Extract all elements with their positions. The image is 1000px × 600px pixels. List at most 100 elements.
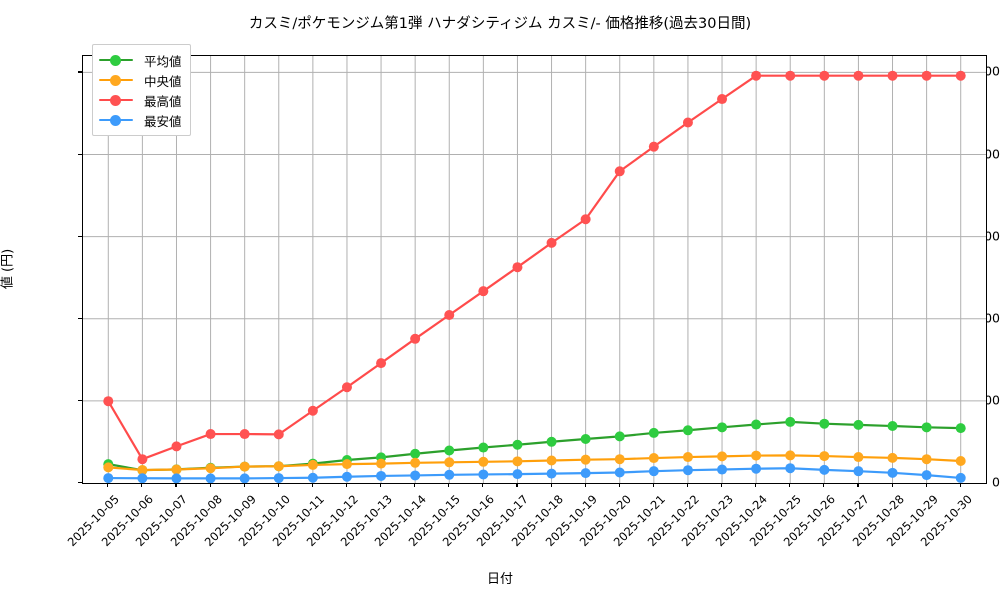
legend-label: 平均値	[144, 53, 182, 69]
data-point	[376, 470, 387, 481]
data-point	[376, 358, 387, 369]
y-axis-label: 値 (円)	[0, 248, 16, 290]
data-point	[341, 382, 352, 393]
data-point	[648, 466, 659, 477]
legend-item-0[interactable]: 平均値	[99, 50, 182, 70]
data-point	[717, 464, 728, 475]
data-point	[478, 286, 489, 297]
data-point	[444, 457, 455, 468]
data-point	[648, 427, 659, 438]
data-point	[887, 452, 898, 463]
x-tick-mark	[891, 483, 893, 487]
x-tick-mark	[857, 483, 859, 487]
data-point	[785, 416, 796, 427]
x-tick-mark	[277, 483, 279, 487]
data-point	[580, 214, 591, 225]
data-point	[955, 423, 966, 434]
data-point	[205, 429, 216, 440]
data-point	[273, 461, 284, 472]
data-point	[103, 462, 114, 473]
data-point	[137, 473, 148, 483]
data-point	[682, 452, 693, 463]
data-point	[103, 473, 114, 483]
data-point	[478, 469, 489, 480]
y-tick-mark	[78, 399, 82, 401]
plot-svg	[83, 56, 986, 483]
y-tick-mark	[78, 317, 82, 319]
data-point	[648, 141, 659, 152]
data-point	[205, 473, 216, 483]
x-tick-mark	[345, 483, 348, 487]
data-point	[887, 70, 898, 81]
x-tick-mark	[652, 483, 654, 487]
x-tick-mark	[686, 483, 689, 487]
legend-item-3[interactable]: 最安値	[99, 110, 182, 130]
x-tick-mark	[414, 483, 416, 487]
x-tick-mark	[209, 483, 211, 487]
data-point	[682, 117, 693, 128]
x-tick-mark	[618, 483, 620, 487]
data-point	[546, 455, 557, 466]
data-point	[376, 458, 387, 469]
data-point	[717, 451, 728, 462]
data-point	[921, 422, 932, 433]
data-point	[444, 469, 455, 480]
data-point	[955, 455, 966, 466]
data-point	[921, 454, 932, 465]
data-point	[273, 429, 284, 440]
series-2	[103, 70, 966, 465]
y-tick-mark	[78, 153, 82, 155]
data-point	[307, 472, 318, 483]
data-point	[341, 459, 352, 470]
legend-label: 中央値	[144, 73, 182, 89]
chart-legend: 平均値中央値 最高値 最安値	[92, 44, 191, 136]
data-point	[614, 467, 625, 478]
data-point	[410, 470, 421, 481]
data-point	[478, 456, 489, 467]
legend-swatch-icon	[99, 113, 133, 127]
data-point	[785, 450, 796, 461]
x-tick-mark	[789, 483, 791, 487]
data-point	[853, 419, 864, 430]
data-point	[887, 421, 898, 432]
legend-swatch-icon	[99, 73, 133, 87]
x-tick-mark	[311, 483, 313, 487]
data-point	[751, 463, 762, 474]
data-point	[307, 459, 318, 470]
data-point	[205, 463, 216, 474]
y-tick-mark	[78, 482, 82, 484]
data-point	[137, 465, 148, 476]
legend-swatch-icon	[99, 93, 133, 107]
series-line	[107, 420, 962, 472]
x-tick-mark	[925, 483, 927, 487]
data-point	[751, 450, 762, 461]
x-tick-mark	[584, 483, 586, 487]
data-point	[171, 464, 182, 475]
data-point	[717, 94, 728, 105]
data-point	[785, 70, 796, 81]
data-point	[444, 445, 455, 456]
data-point	[887, 467, 898, 478]
data-point	[137, 454, 148, 465]
data-point	[239, 461, 250, 472]
plot-area	[82, 55, 987, 484]
series-1	[103, 450, 966, 476]
data-point	[819, 451, 830, 462]
data-point	[546, 468, 557, 479]
x-tick-mark	[823, 483, 825, 487]
data-point	[717, 422, 728, 433]
x-tick-mark	[107, 483, 109, 487]
legend-item-2[interactable]: 最高値	[99, 90, 182, 110]
data-point	[955, 70, 966, 81]
data-point	[546, 237, 557, 248]
data-point	[751, 419, 762, 430]
x-tick-mark	[380, 483, 382, 487]
x-tick-mark	[141, 483, 143, 487]
data-point	[614, 454, 625, 465]
legend-item-1[interactable]: 中央値	[99, 70, 182, 90]
data-point	[853, 466, 864, 477]
data-point	[171, 473, 182, 483]
x-tick-mark	[516, 483, 518, 487]
series-3	[103, 463, 966, 483]
